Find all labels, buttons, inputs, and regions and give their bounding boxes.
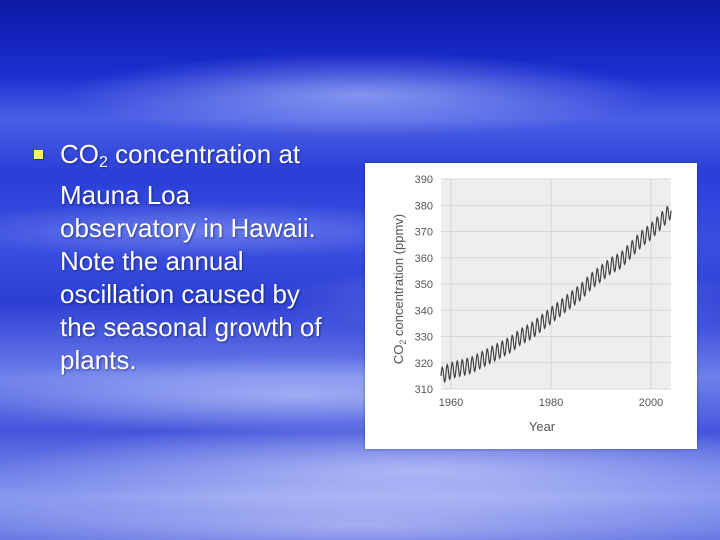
- bullet-point: CO2 concentration at Mauna Loa observato…: [34, 138, 334, 377]
- bullet-body: CO2 concentration at Mauna Loa observato…: [60, 138, 334, 377]
- bullet-line-6: the seasonal growth of: [60, 312, 322, 342]
- y-axis-title: CO2 concentration (ppmv): [391, 214, 408, 364]
- bullet-line-2: Mauna Loa: [60, 180, 191, 210]
- bullet-line-3: observatory in Hawaii.: [60, 213, 316, 243]
- y-tick-label: 310: [415, 384, 433, 396]
- co2-chart-figure: 310 320 330 340 350 360 370 380 390 1960 1980 2000…: [365, 163, 697, 449]
- y-tick-label: 390: [415, 174, 433, 186]
- bullet-square-icon: [34, 150, 43, 159]
- co2-chart: 310 320 330 340 350 360 370 380 390 1960 1980 2000…: [391, 174, 672, 434]
- x-axis-title: Year: [529, 419, 556, 434]
- y-tick-label: 350: [415, 279, 433, 291]
- y-tick-label: 380: [415, 200, 433, 212]
- x-tick-label: 2000: [639, 397, 663, 409]
- y-tick-labels: 310 320 330 340 350 360 370 380 390: [415, 174, 433, 396]
- y-tick-label: 370: [415, 227, 433, 239]
- bullet-line-1: CO2 concentration at: [60, 139, 301, 171]
- y-tick-label: 330: [415, 332, 433, 344]
- x-tick-labels: 1960 1980 2000: [439, 397, 663, 409]
- bullet-line-4: Note the annual: [60, 246, 244, 276]
- bullet-line-7: plants.: [60, 345, 137, 375]
- y-tick-label: 340: [415, 305, 433, 317]
- x-tick-label: 1980: [539, 397, 563, 409]
- y-tick-label: 360: [415, 253, 433, 265]
- bullet-line-5: oscillation caused by: [60, 279, 300, 309]
- grid-lines: [441, 178, 671, 390]
- co2-series-line: [440, 205, 672, 384]
- y-tick-label: 320: [415, 358, 433, 370]
- x-tick-label: 1960: [439, 397, 463, 409]
